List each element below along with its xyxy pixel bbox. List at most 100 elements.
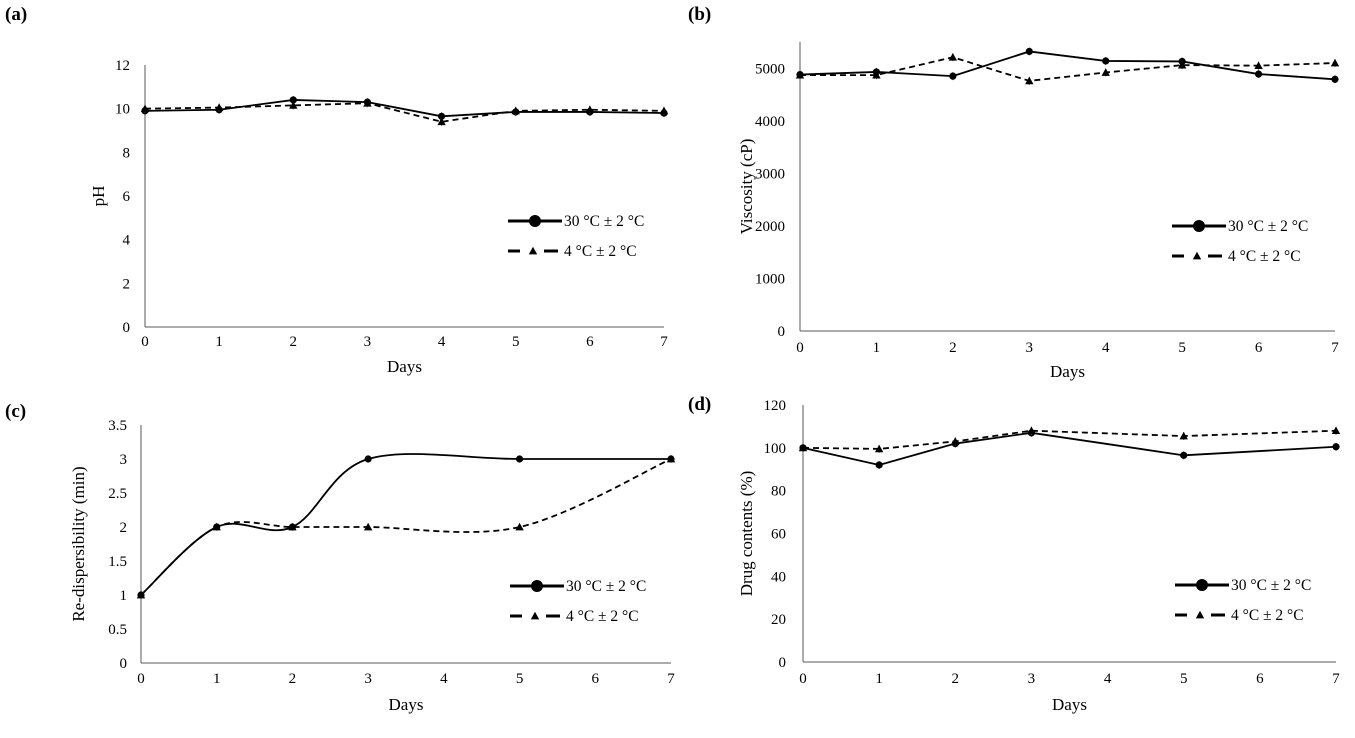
series-line [140,453,671,596]
x-axis-title: Days [389,695,424,714]
chart-panel-d: (d) 0 20 40 60 80 100 120 0 1 2 3 4 5 6 7 Days Drug conte… [688,394,1340,714]
data-point [515,522,524,531]
series-line [802,431,1337,466]
x-tick-label: 5 [512,334,520,350]
legend-label: 4 °C ± 2 °C [1228,248,1301,265]
x-tick-label: 1 [215,334,223,350]
y-tick-label: 100 [764,441,787,457]
y-tick-label: 3.5 [108,418,127,434]
series-line [800,56,1336,82]
series-line [140,458,672,596]
y-tick-label: 0.5 [108,622,127,638]
y-axis-title: pH [89,186,108,207]
x-tick-label: 0 [799,671,807,687]
data-point [585,105,595,114]
y-tick-label: 60 [771,527,786,543]
legend-label: 4 °C ± 2 °C [566,608,639,625]
legend-circle-marker-icon [1193,220,1205,232]
x-tick-label: 3 [1028,671,1036,687]
x-tick-label: 6 [1256,671,1264,687]
data-point [363,99,372,107]
x-tick-label: 1 [873,340,881,356]
x-axis-title: Days [1052,695,1087,714]
data-point [1254,70,1263,78]
legend-triangle-marker-icon [528,246,538,255]
legend: 30 °C ± 2 °C 4 °C ± 2 °C [508,213,644,260]
y-tick-label: 120 [764,398,787,414]
legend-item: 4 °C ± 2 °C [510,608,639,625]
x-tick-label: 3 [364,671,372,687]
y-tick-label: 8 [123,145,131,161]
x-tick-label: 4 [1104,671,1112,687]
data-point [289,101,298,109]
x-tick-label: 5 [1180,671,1188,687]
legend-item: 30 °C ± 2 °C [510,578,646,595]
data-point [289,96,297,104]
data-point [1179,431,1188,440]
y-axis-title: Viscosity (cP) [737,139,756,235]
legend-item: 30 °C ± 2 °C [508,213,644,230]
legend-label: 4 °C ± 2 °C [1231,607,1304,624]
x-tick-label: 4 [1102,340,1110,356]
y-tick-label: 20 [771,612,786,628]
x-tick-label: 0 [141,334,149,350]
legend-item: 4 °C ± 2 °C [1175,607,1304,624]
legend-triangle-marker-icon [530,611,540,620]
legend-item: 30 °C ± 2 °C [1175,577,1311,594]
series-line [144,99,665,118]
data-point [437,117,446,126]
data-point [1331,75,1339,83]
series-dashed [798,426,1341,453]
y-tick-label: 4000 [755,114,785,130]
x-tick-label: 2 [949,340,957,356]
legend-label: 30 °C ± 2 °C [564,213,644,230]
x-tick-label: 5 [516,671,524,687]
panel-label: (a) [5,4,27,25]
x-tick-label: 1 [213,671,221,687]
legend-item: 4 °C ± 2 °C [1172,248,1301,265]
x-tick-label: 0 [137,671,145,687]
data-point [795,70,805,79]
y-tick-label: 2 [123,276,131,292]
data-point [437,112,446,120]
x-tick-label: 0 [796,340,804,356]
x-tick-label: 7 [1332,671,1340,687]
chart-panel-c: (c) 0 0.5 1 1.5 2 2.5 3 3.5 0 1 2 3 4 5 6 7 Days Re-disper… [5,401,675,714]
x-tick-label: 1 [875,671,883,687]
y-tick-label: 80 [771,484,786,500]
x-tick-label: 4 [438,334,446,350]
panel-label: (b) [688,4,711,25]
x-tick-label: 7 [660,334,668,350]
panel-label: (c) [5,401,26,422]
data-point [214,103,224,111]
data-point [1331,426,1341,435]
y-tick-label: 1.5 [108,554,127,570]
y-tick-label: 1000 [755,271,785,287]
x-axis-title: Days [1050,362,1085,381]
series-dashed [140,99,669,126]
x-tick-label: 7 [1331,340,1339,356]
data-point [875,461,883,469]
data-point [659,106,669,115]
data-point [1101,68,1110,76]
legend-label: 4 °C ± 2 °C [564,243,637,260]
y-tick-label: 1 [120,588,128,604]
x-tick-label: 5 [1178,340,1186,356]
data-point [363,522,373,531]
data-point [1330,58,1340,67]
data-point [364,455,372,463]
x-axis-title: Days [387,357,422,376]
data-point [666,454,676,463]
y-axis-title: Drug contents (%) [737,471,756,597]
series-line [802,429,1337,450]
series-line [799,50,1336,81]
y-tick-label: 0 [779,655,787,671]
series-dashed [136,454,676,599]
data-point [288,522,297,531]
y-tick-label: 0 [123,320,131,336]
x-tick-label: 2 [952,671,960,687]
data-point [212,522,221,531]
series-dashed [795,53,1340,85]
